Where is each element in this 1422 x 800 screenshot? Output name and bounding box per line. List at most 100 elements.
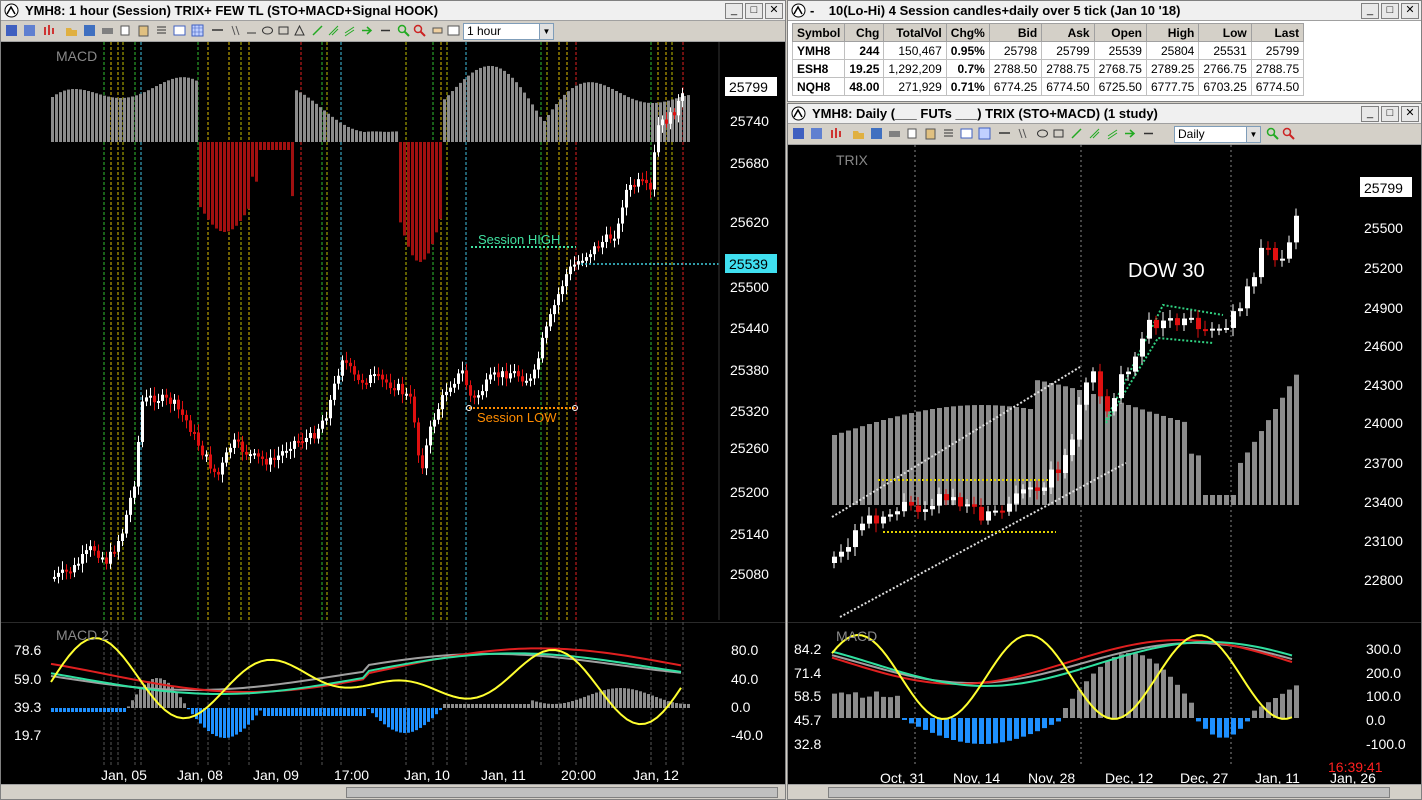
paste-icon[interactable] (924, 127, 937, 140)
right-scroll-thumb[interactable] (828, 787, 1390, 798)
text-icon[interactable] (245, 24, 258, 37)
table-row[interactable]: NQH8 48.00 271,929 0.71% 6774.25 6774.50 6725.… (791, 77, 1305, 96)
zoom-out-icon[interactable] (413, 24, 426, 37)
hline-icon[interactable] (211, 24, 224, 37)
grid-icon[interactable] (978, 127, 991, 140)
right-chart-window[interactable]: YMH8: Daily (___ FUTs ___) TRIX (STO+MAC… (787, 103, 1422, 800)
maximize-button[interactable]: □ (1381, 3, 1399, 19)
settings-icon[interactable] (23, 24, 36, 37)
channel-icon[interactable] (343, 24, 356, 37)
list-icon[interactable] (155, 24, 168, 37)
minimize-button[interactable]: _ (725, 3, 743, 19)
column-header[interactable]: Bid (988, 23, 1043, 42)
ellipse-icon[interactable] (261, 24, 274, 37)
left-price-chart[interactable]: MACD Session HIGH Session LOW 25740 25680 256… (1, 42, 785, 620)
maximize-button[interactable]: □ (745, 3, 763, 19)
trendline-icon[interactable] (311, 24, 324, 37)
arrow-right-icon[interactable] (1124, 127, 1137, 140)
maximize-button[interactable]: □ (1381, 106, 1399, 122)
left-macd-panel[interactable]: MACD 2 78.6 59.0 39.3 19.7 80.0 40.0 0.0 -40.0 Ja… (1, 622, 785, 785)
table-row[interactable]: ESH8 19.25 1,292,209 0.7% 2788.50 2788.75 2768… (791, 59, 1305, 78)
right-title-bar[interactable]: YMH8: Daily (___ FUTs ___) TRIX (STO+MAC… (788, 104, 1421, 124)
window-icon[interactable] (173, 24, 186, 37)
column-header[interactable]: Low (1198, 23, 1252, 42)
left-title-bar[interactable]: YMH8: 1 hour (Session) TRIX+ FEW TL (STO… (1, 1, 785, 21)
histogram-bar (1203, 495, 1208, 505)
close-button[interactable]: ✕ (765, 3, 783, 19)
copy-icon[interactable] (119, 24, 132, 37)
ellipse-icon[interactable] (1036, 127, 1049, 140)
open-icon[interactable] (852, 127, 865, 140)
rectangle-icon[interactable] (277, 24, 290, 37)
minus-icon[interactable] (379, 24, 392, 37)
right-price-chart[interactable]: TRIX DOW 30 25500 25200 24900 24600 24300 24000… (788, 145, 1421, 620)
triangle-icon[interactable] (293, 24, 306, 37)
candle-body (577, 261, 580, 265)
vline-icon[interactable] (229, 24, 242, 37)
link-icon[interactable] (792, 127, 805, 140)
histogram-bar (455, 86, 458, 142)
histogram-bar (115, 708, 118, 712)
timeframe-select[interactable]: 1 hour ▼ (463, 23, 554, 40)
grid-icon[interactable] (191, 24, 204, 37)
histogram-bar (523, 704, 526, 708)
zoom-out-icon[interactable] (1282, 127, 1295, 140)
channel-icon[interactable] (1106, 127, 1119, 140)
candle-body (305, 437, 308, 443)
arrow-right-icon[interactable] (361, 24, 374, 37)
date-tick: Jan, 26 (1330, 770, 1376, 785)
histogram-bar (287, 708, 290, 716)
left-horizontal-scrollbar[interactable] (1, 784, 785, 799)
histogram-bar (551, 703, 554, 708)
column-header[interactable]: Last (1250, 23, 1305, 42)
paste-icon[interactable] (137, 24, 150, 37)
histogram-bar (319, 107, 322, 142)
zoom-in-icon[interactable] (1266, 127, 1279, 140)
settings-icon[interactable] (810, 127, 823, 140)
bar-style-icon[interactable] (43, 24, 56, 37)
fib-icon[interactable] (327, 24, 340, 37)
table-row[interactable]: YMH8 244 150,467 0.95% 25798 25799 25539 25804 2… (791, 41, 1305, 60)
close-button[interactable]: ✕ (1401, 3, 1419, 19)
close-button[interactable]: ✕ (1401, 106, 1419, 122)
column-header[interactable]: Open (1093, 23, 1147, 42)
hline-icon[interactable] (998, 127, 1011, 140)
save-icon[interactable] (870, 127, 883, 140)
histogram-bar (631, 689, 634, 708)
vline-icon[interactable] (1016, 127, 1029, 140)
column-header[interactable]: Symbol (791, 23, 846, 42)
list-icon[interactable] (942, 127, 955, 140)
minimize-button[interactable]: _ (1361, 106, 1379, 122)
open-icon[interactable] (65, 24, 78, 37)
daily-timeframe-select[interactable]: Daily ▼ (1174, 126, 1261, 143)
left-scroll-thumb[interactable] (346, 787, 778, 798)
column-header[interactable]: Chg% (945, 23, 990, 42)
quote-window[interactable]: - 10(Lo-Hi) 4 Session candles+daily over… (787, 0, 1422, 102)
print-icon[interactable] (888, 127, 901, 140)
quote-title-bar[interactable]: - 10(Lo-Hi) 4 Session candles+daily over… (788, 1, 1421, 21)
window-icon[interactable] (960, 127, 973, 140)
minus-icon[interactable] (1142, 127, 1155, 140)
right-macd-panel[interactable]: MACD 84.2 71.4 58.5 45.7 32.8 300.0 200.0 100.0 0… (788, 622, 1421, 785)
trendline-icon[interactable] (1070, 127, 1083, 140)
zoom-in-icon[interactable] (397, 24, 410, 37)
bar-style-icon[interactable] (830, 127, 843, 140)
eraser-icon[interactable] (431, 24, 444, 37)
save-icon[interactable] (83, 24, 96, 37)
left-chart-window[interactable]: YMH8: 1 hour (Session) TRIX+ FEW TL (STO… (0, 0, 786, 800)
column-header[interactable]: TotalVol (883, 23, 947, 42)
copy-icon[interactable] (906, 127, 919, 140)
histogram-bar (479, 704, 482, 708)
column-header[interactable]: Chg (844, 23, 885, 42)
rectangle-icon[interactable] (1052, 127, 1065, 140)
column-header[interactable]: High (1145, 23, 1200, 42)
column-header[interactable]: Ask (1041, 23, 1095, 42)
link-icon[interactable] (5, 24, 18, 37)
print-icon[interactable] (101, 24, 114, 37)
chart-icon[interactable] (447, 24, 460, 37)
fib-icon[interactable] (1088, 127, 1101, 140)
minimize-button[interactable]: _ (1361, 3, 1379, 19)
right-horizontal-scrollbar[interactable] (788, 784, 1421, 799)
candle-body (916, 505, 921, 512)
candle-body (353, 366, 356, 375)
